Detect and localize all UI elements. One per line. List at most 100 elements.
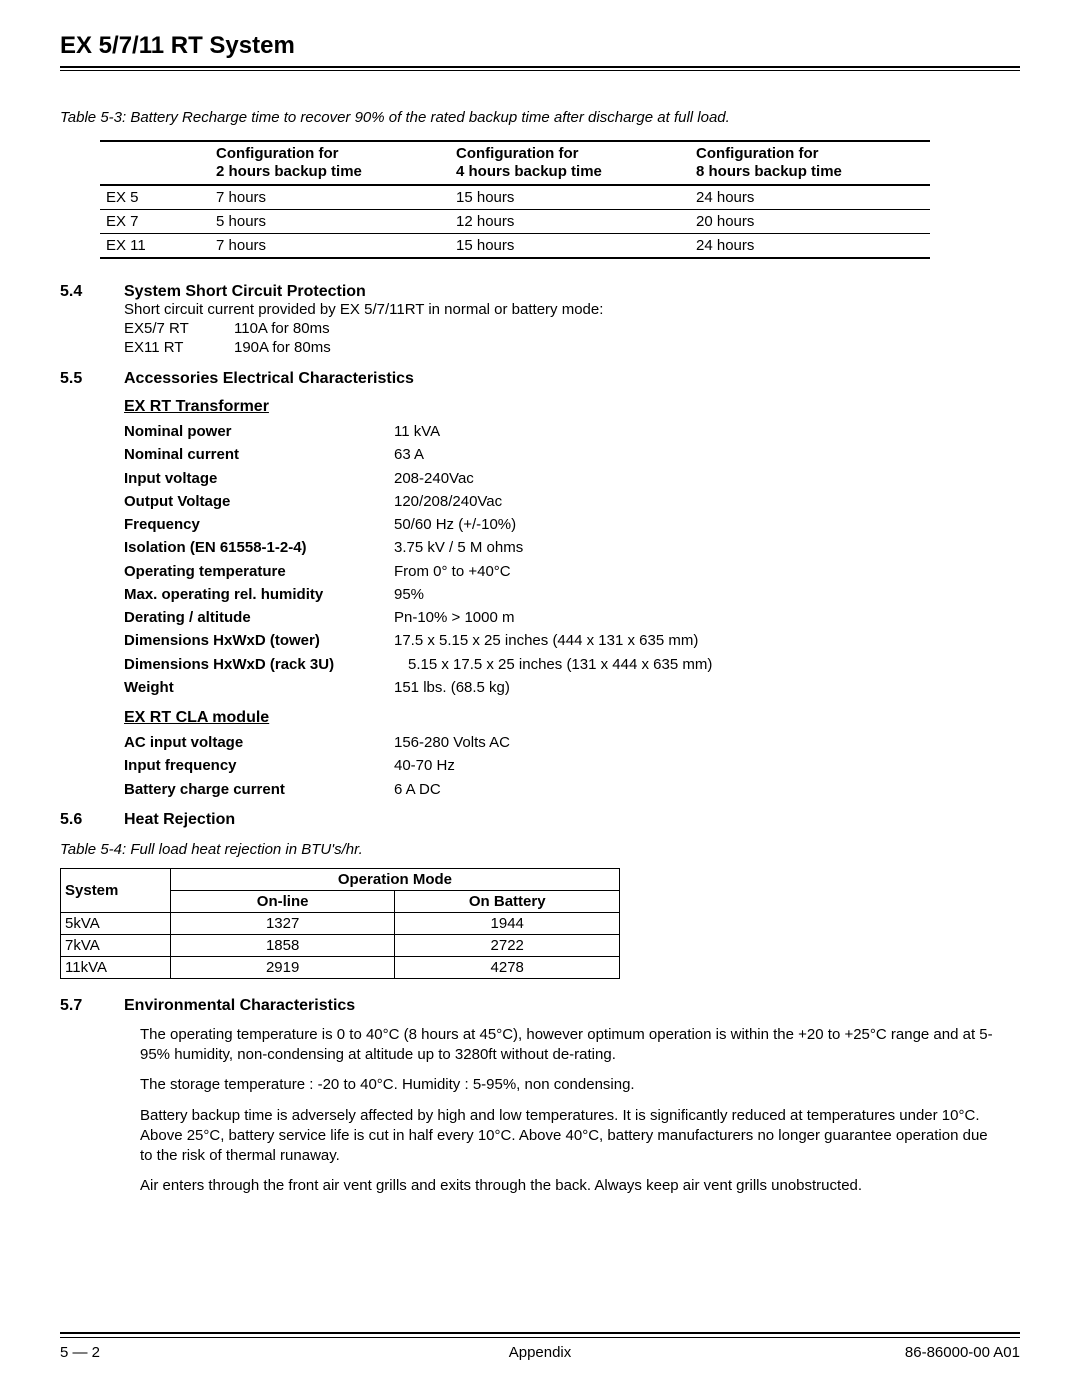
table-5-4-caption: Table 5-4: Full load heat rejection in B…	[60, 841, 1020, 858]
footer-left: 5 — 2	[60, 1344, 380, 1361]
spec-key: Battery charge current	[124, 778, 394, 801]
section-5-5-title: Accessories Electrical Characteristics	[124, 370, 414, 388]
t53-r0c3: 24 hours	[690, 185, 930, 210]
section-5-7-number: 5.7	[60, 997, 124, 1015]
spec-row: Dimensions HxWxD (tower)17.5 x 5.15 x 25…	[124, 629, 1020, 652]
sc-k0: EX5/7 RT	[124, 320, 234, 337]
table-row: 7kVA 1858 2722	[61, 934, 620, 956]
spec-value: 151 lbs. (68.5 kg)	[394, 676, 1020, 699]
t54-r1c1: 1858	[170, 934, 395, 956]
t53-h0	[100, 141, 210, 185]
spec-key: Operating temperature	[124, 560, 394, 583]
section-5-4-number: 5.4	[60, 283, 124, 301]
spec-key: Dimensions HxWxD (tower)	[124, 629, 394, 652]
t54-h-onbatt: On Battery	[395, 890, 620, 912]
t53-r2c1: 7 hours	[210, 234, 450, 259]
t54-h-opmode: Operation Mode	[170, 868, 619, 890]
cla-heading: EX RT CLA module	[124, 709, 1020, 727]
page-title: EX 5/7/11 RT System	[60, 32, 1020, 60]
env-para-3: Air enters through the front air vent gr…	[140, 1176, 1000, 1196]
spec-value: 50/60 Hz (+/-10%)	[394, 513, 1020, 536]
spec-key: Weight	[124, 676, 394, 699]
table-row: 11kVA 2919 4278	[61, 956, 620, 978]
spec-row: Input voltage208-240Vac	[124, 467, 1020, 490]
t53-r0c2: 15 hours	[450, 185, 690, 210]
section-5-4-intro: Short circuit current provided by EX 5/7…	[124, 301, 1020, 318]
t53-h3: Configuration for 8 hours backup time	[690, 141, 930, 185]
spec-value: 17.5 x 5.15 x 25 inches (444 x 131 x 635…	[394, 629, 1020, 652]
t53-r0c1: 7 hours	[210, 185, 450, 210]
section-5-4-title: System Short Circuit Protection	[124, 283, 366, 301]
spec-row: AC input voltage156-280 Volts AC	[124, 731, 1020, 754]
t53-h1: Configuration for 2 hours backup time	[210, 141, 450, 185]
short-circuit-row: EX11 RT 190A for 80ms	[124, 339, 1020, 356]
t53-r0c0: EX 5	[100, 185, 210, 210]
footer-rule-top	[60, 1332, 1020, 1334]
short-circuit-row: EX5/7 RT 110A for 80ms	[124, 320, 1020, 337]
spec-row: Weight151 lbs. (68.5 kg)	[124, 676, 1020, 699]
t54-h-system: System	[61, 868, 171, 912]
table-row: EX 7 5 hours 12 hours 20 hours	[100, 210, 930, 234]
spec-row: Isolation (EN 61558-1-2-4)3.75 kV / 5 M …	[124, 536, 1020, 559]
spec-value: 6 A DC	[394, 778, 1020, 801]
spec-key: Input voltage	[124, 467, 394, 490]
t54-h-online: On-line	[170, 890, 395, 912]
spec-key: Input frequency	[124, 754, 394, 777]
sc-k1: EX11 RT	[124, 339, 234, 356]
t53-r1c2: 12 hours	[450, 210, 690, 234]
t53-r2c0: EX 11	[100, 234, 210, 259]
section-5-6-number: 5.6	[60, 811, 124, 829]
table-5-4: System Operation Mode On-line On Battery…	[60, 868, 620, 979]
spec-row: Nominal current63 A	[124, 443, 1020, 466]
spec-value: 11 kVA	[394, 420, 1020, 443]
title-rule-2	[60, 70, 1020, 71]
spec-key: Nominal current	[124, 443, 394, 466]
spec-key: Max. operating rel. humidity	[124, 583, 394, 606]
spec-key: Frequency	[124, 513, 394, 536]
sc-v1: 190A for 80ms	[234, 339, 331, 356]
t54-r0c0: 5kVA	[61, 912, 171, 934]
section-5-5-number: 5.5	[60, 370, 124, 388]
t54-r1c0: 7kVA	[61, 934, 171, 956]
spec-row: Derating / altitudePn-10% > 1000 m	[124, 606, 1020, 629]
spec-row: Operating temperatureFrom 0° to +40°C	[124, 560, 1020, 583]
spec-row: Nominal power11 kVA	[124, 420, 1020, 443]
env-para-2: Battery backup time is adversely affecte…	[140, 1106, 1000, 1167]
spec-key: AC input voltage	[124, 731, 394, 754]
spec-row: Dimensions HxWxD (rack 3U)5.15 x 17.5 x …	[124, 653, 1020, 676]
spec-value: 40-70 Hz	[394, 754, 1020, 777]
spec-value: 156-280 Volts AC	[394, 731, 1020, 754]
table-row: 5kVA 1327 1944	[61, 912, 620, 934]
spec-value: From 0° to +40°C	[394, 560, 1020, 583]
t53-r2c2: 15 hours	[450, 234, 690, 259]
spec-value: 95%	[394, 583, 1020, 606]
t54-r0c1: 1327	[170, 912, 395, 934]
spec-key: Isolation (EN 61558-1-2-4)	[124, 536, 394, 559]
spec-row: Battery charge current6 A DC	[124, 778, 1020, 801]
table-5-3-caption: Table 5-3: Battery Recharge time to reco…	[60, 109, 1020, 126]
spec-key: Derating / altitude	[124, 606, 394, 629]
env-para-0: The operating temperature is 0 to 40°C (…	[140, 1025, 1000, 1066]
table-5-3: Configuration for 2 hours backup time Co…	[100, 140, 930, 259]
t53-r1c1: 5 hours	[210, 210, 450, 234]
t53-r1c3: 20 hours	[690, 210, 930, 234]
spec-value: 208-240Vac	[394, 467, 1020, 490]
spec-value: 120/208/240Vac	[394, 490, 1020, 513]
table-row: EX 5 7 hours 15 hours 24 hours	[100, 185, 930, 210]
transformer-heading: EX RT Transformer	[124, 398, 1020, 416]
spec-row: Max. operating rel. humidity95%	[124, 583, 1020, 606]
spec-key: Output Voltage	[124, 490, 394, 513]
env-para-1: The storage temperature : -20 to 40°C. H…	[140, 1075, 1000, 1095]
spec-row: Output Voltage120/208/240Vac	[124, 490, 1020, 513]
spec-row: Input frequency40-70 Hz	[124, 754, 1020, 777]
spec-value: 63 A	[394, 443, 1020, 466]
spec-row: Frequency50/60 Hz (+/-10%)	[124, 513, 1020, 536]
table-5-3-header-row: Configuration for 2 hours backup time Co…	[100, 141, 930, 185]
spec-value: 5.15 x 17.5 x 25 inches (131 x 444 x 635…	[394, 653, 1020, 676]
sc-v0: 110A for 80ms	[234, 320, 330, 337]
t54-r2c1: 2919	[170, 956, 395, 978]
spec-key: Dimensions HxWxD (rack 3U)	[124, 653, 394, 676]
t53-r2c3: 24 hours	[690, 234, 930, 259]
t54-r2c0: 11kVA	[61, 956, 171, 978]
t54-r1c2: 2722	[395, 934, 620, 956]
